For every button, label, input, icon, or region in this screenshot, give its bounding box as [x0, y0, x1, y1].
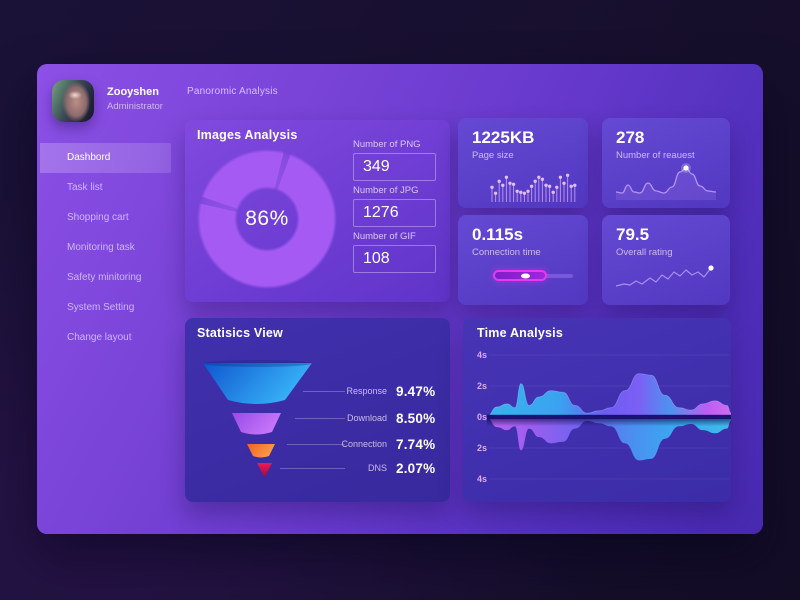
gif-count-label: Number of GIF [353, 231, 416, 242]
time-analysis-title: Time Analysis [477, 326, 563, 340]
time-wave [487, 354, 731, 480]
overall-rating-card: 79.5 Overall rating [602, 215, 730, 305]
rating-chart [615, 265, 714, 287]
sidebar-item-monitoring-task[interactable]: Monitoring task [67, 242, 135, 253]
user-name: Zooyshen [107, 86, 159, 98]
donut-percent-label: 86% [245, 207, 289, 230]
sidebar-item-system-setting[interactable]: System Setting [67, 302, 135, 313]
funnel-value: 7.74% [396, 436, 436, 452]
donut-chart: 86% [197, 149, 337, 289]
png-count-input[interactable]: 349 [353, 153, 436, 181]
funnel-connector-line [287, 444, 345, 445]
funnel-stage-dns [257, 463, 272, 477]
page-size-card: 1225KB Page size [458, 118, 588, 208]
funnel-row-dns: DNS 2.07% [335, 459, 435, 477]
funnel-connector-line [303, 391, 345, 392]
y-axis-tick: 4s [476, 474, 487, 484]
funnel-label: Download [346, 413, 387, 423]
images-analysis-title: Images Analysis [197, 128, 298, 142]
y-axis-tick: 4s [476, 350, 487, 360]
overall-rating-value: 79.5 [616, 225, 650, 244]
pagesize-chart [490, 173, 577, 202]
sidebar-item-safety-monitoring[interactable]: Safety minitoring [67, 272, 142, 283]
funnel-connector-line [280, 468, 345, 469]
funnel-label: DNS [367, 463, 387, 473]
sidebar: Dashbord Task list Shopping cart Monitor… [40, 143, 171, 353]
user-role: Administrator [107, 101, 163, 112]
sidebar-item-task-list[interactable]: Task list [67, 182, 103, 193]
time-analysis-card: Time Analysis 4s 2s 0s 2s 4s [463, 318, 731, 502]
requests-chart [615, 163, 717, 200]
funnel-label: Response [346, 386, 387, 396]
funnel-row-connection: Connection 7.74% [335, 435, 435, 453]
connection-time-value: 0.115s [472, 225, 524, 244]
funnel-value: 2.07% [396, 460, 436, 476]
funnel-stage-download [232, 413, 281, 435]
gif-count-input[interactable]: 108 [353, 245, 436, 273]
y-axis-tick: 0s [476, 412, 487, 422]
progress-dot [521, 273, 530, 278]
page-size-value: 1225KB [472, 128, 535, 147]
sidebar-item-shopping-cart[interactable]: Shopping cart [67, 212, 129, 223]
jpg-count-input[interactable]: 1276 [353, 199, 436, 227]
page-size-label: Page size [472, 150, 514, 161]
funnel-value: 9.47% [396, 383, 436, 399]
funnel-value: 8.50% [396, 410, 436, 426]
funnel-label: Connection [341, 439, 387, 449]
png-count-label: Number of PNG [353, 139, 421, 150]
funnel-top-face [203, 360, 312, 367]
requests-label: Number of reauest [616, 150, 695, 161]
images-analysis-card: Images Analysis 86% Number of PNG 349 Nu… [185, 120, 450, 302]
sidebar-item-dashboard[interactable]: Dashbord [40, 143, 171, 173]
statistics-view-title: Statisics View [197, 326, 283, 340]
jpg-count-label: Number of JPG [353, 185, 419, 196]
funnel-stage-response [203, 363, 312, 404]
user-avatar[interactable] [52, 80, 94, 122]
requests-value: 278 [616, 128, 645, 147]
y-axis-tick: 2s [476, 381, 487, 391]
funnel-connector-line [295, 418, 345, 419]
sidebar-item-change-layout[interactable]: Change layout [67, 332, 132, 343]
y-axis-tick: 2s [476, 443, 487, 453]
page-title: Panoromic Analysis [187, 86, 278, 97]
donut-ring [197, 149, 337, 289]
connection-time-label: Connection time [472, 247, 541, 258]
funnel-stage-connection [247, 444, 275, 458]
connection-time-card: 0.115s Connection time [458, 215, 588, 305]
funnel-row-response: Response 9.47% [335, 382, 435, 400]
funnel-row-download: Download 8.50% [335, 409, 435, 427]
statistics-view-card: Statisics View [185, 318, 450, 502]
funnel-chart [203, 360, 312, 477]
progress-bar [493, 270, 547, 281]
requests-card: 278 Number of reauest [602, 118, 730, 208]
overall-rating-label: Overall rating [616, 247, 673, 258]
